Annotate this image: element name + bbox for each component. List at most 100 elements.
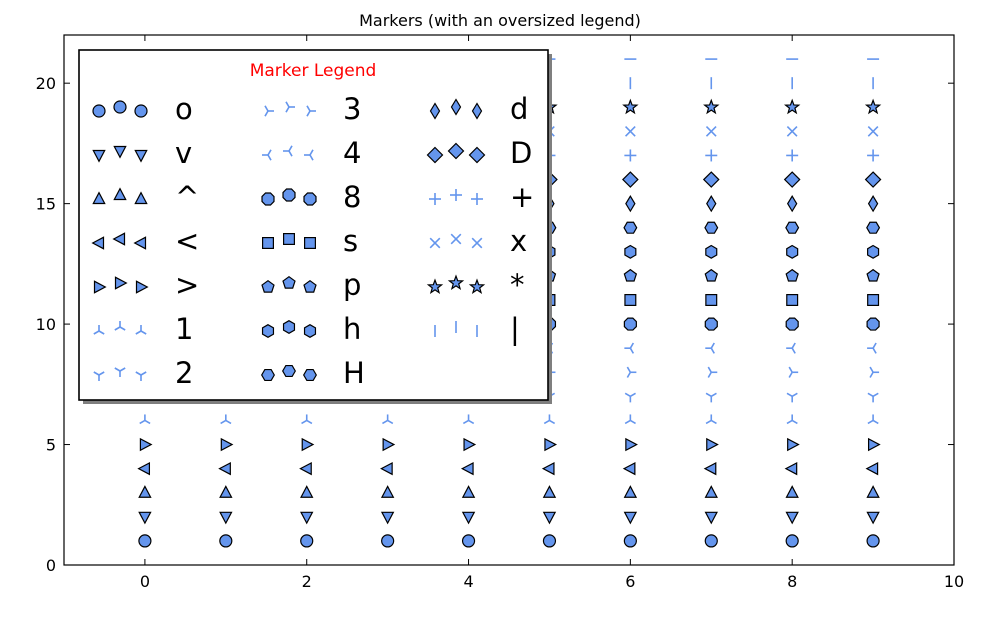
data-point xyxy=(785,268,799,282)
legend-entry: h xyxy=(261,312,361,346)
legend-marker xyxy=(93,325,105,335)
data-point xyxy=(623,534,637,548)
data-point xyxy=(220,414,232,425)
data-point xyxy=(702,171,720,188)
data-point xyxy=(625,194,636,213)
data-point xyxy=(706,194,717,213)
series-triangle_left xyxy=(137,461,879,476)
legend-marker xyxy=(113,187,127,201)
legend-marker xyxy=(92,191,106,205)
legend-entry: s xyxy=(262,224,358,258)
legend-entry: ^ xyxy=(92,180,199,214)
legend-marker xyxy=(429,102,441,120)
series-circle xyxy=(138,534,880,548)
legend-marker xyxy=(283,233,296,246)
legend-marker xyxy=(304,149,314,161)
data-point xyxy=(703,98,720,115)
data-point xyxy=(786,294,799,307)
data-point xyxy=(706,437,719,452)
data-point xyxy=(704,221,719,234)
legend-entry: o xyxy=(92,92,193,126)
data-point xyxy=(299,461,312,476)
legend-marker xyxy=(262,237,275,250)
legend-marker xyxy=(261,368,275,382)
data-point xyxy=(139,437,153,452)
legend-marker xyxy=(303,324,317,338)
data-point xyxy=(867,437,881,452)
legend-entry: > xyxy=(93,268,199,302)
legend-entry: 3 xyxy=(264,92,361,126)
data-point xyxy=(705,125,717,137)
data-point xyxy=(867,392,879,403)
y-tick-label: 15 xyxy=(36,195,56,214)
legend-marker xyxy=(114,321,126,331)
legend-label: o xyxy=(175,92,193,126)
data-point xyxy=(783,98,801,115)
legend-label: 1 xyxy=(175,312,193,346)
x-tick-label: 2 xyxy=(302,572,312,591)
data-point xyxy=(866,221,881,234)
legend-label: 2 xyxy=(175,356,193,390)
data-point xyxy=(867,342,877,354)
legend-marker xyxy=(264,105,274,117)
data-point xyxy=(219,511,233,525)
data-point xyxy=(866,268,880,282)
legend-box xyxy=(78,49,549,401)
legend-entry: x xyxy=(429,224,527,258)
data-point xyxy=(786,149,799,162)
legend-marker xyxy=(262,149,272,161)
data-point xyxy=(380,485,395,498)
data-point xyxy=(867,125,879,137)
legend-label: D xyxy=(510,136,532,170)
data-point xyxy=(867,149,880,162)
data-point xyxy=(137,461,151,476)
legend-marker xyxy=(447,142,465,160)
data-point xyxy=(624,125,636,137)
legend-entry: 4 xyxy=(262,136,361,170)
legend-label: H xyxy=(343,356,365,390)
legend-marker xyxy=(447,274,465,290)
y-tick-label: 10 xyxy=(36,315,56,334)
legend-entry: 1 xyxy=(93,312,193,346)
data-point xyxy=(301,437,315,452)
axes-frame xyxy=(63,34,955,566)
y-tick-label: 5 xyxy=(46,436,56,455)
legend-marker xyxy=(113,145,127,159)
legend-entry: D xyxy=(426,136,532,170)
legend-marker xyxy=(304,237,317,250)
legend-marker xyxy=(112,232,126,246)
data-point xyxy=(705,294,718,307)
data-point xyxy=(785,534,799,548)
legend-marker xyxy=(113,100,127,114)
data-point xyxy=(705,149,718,162)
data-point xyxy=(704,534,718,548)
legend-marker xyxy=(93,371,105,381)
legend-marker xyxy=(306,105,316,117)
legend-label: h xyxy=(343,312,361,346)
data-point xyxy=(138,485,152,498)
data-point xyxy=(463,437,477,452)
data-point xyxy=(381,534,395,548)
data-point xyxy=(624,342,635,354)
x-tick-label: 4 xyxy=(463,572,473,591)
data-point xyxy=(705,244,718,259)
legend-marker xyxy=(471,193,483,205)
data-point xyxy=(624,244,637,259)
data-point xyxy=(461,485,476,498)
y-tick-label: 20 xyxy=(36,74,56,93)
data-point xyxy=(626,366,637,378)
legend-entry: d xyxy=(429,92,528,126)
legend-marker xyxy=(426,278,444,294)
series-triangle_right xyxy=(139,437,881,452)
legend-label: x xyxy=(510,224,527,258)
data-point xyxy=(543,414,556,425)
legend-label: 4 xyxy=(343,136,361,170)
legend-marker xyxy=(303,279,317,293)
legend-marker xyxy=(426,146,444,164)
data-point xyxy=(219,485,233,498)
legend-marker xyxy=(468,146,486,164)
legend-label: d xyxy=(510,92,528,126)
legend-label: ^ xyxy=(175,180,199,214)
data-point xyxy=(623,268,638,282)
